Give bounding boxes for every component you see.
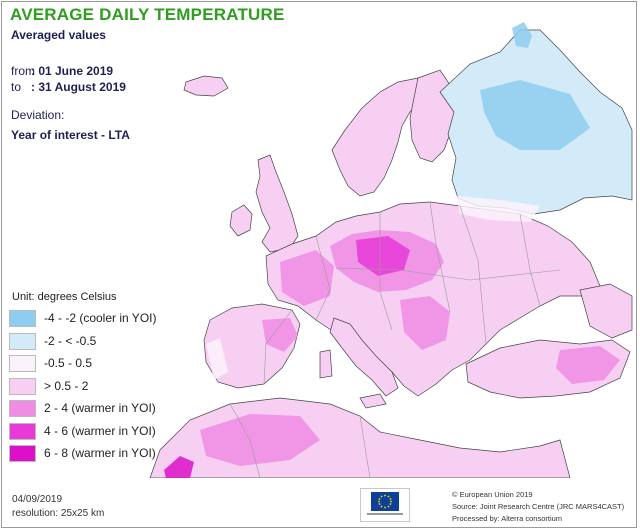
legend-label: -0.5 - 0.5: [44, 356, 93, 370]
eu-logo: [360, 488, 410, 522]
legend-swatch: [9, 377, 36, 395]
legend-row: -2 - < -0.5: [9, 331, 179, 354]
deviation-value: Year of interest - LTA: [11, 128, 130, 142]
warm-algeria: [200, 414, 320, 466]
from-value: : 01 June 2019: [31, 64, 114, 78]
region-iceland: [183, 75, 229, 97]
legend-row: > 0.5 - 2: [9, 376, 179, 399]
legend-label: 2 - 4 (warmer in YOI): [44, 401, 156, 415]
legend-swatch: [9, 400, 36, 417]
from-label: from: [11, 64, 35, 78]
border-line: [429, 201, 451, 313]
legend-row: -4 - -2 (cooler in YOI): [9, 308, 179, 331]
border-line: [229, 403, 261, 478]
region-great-britain: [255, 154, 299, 253]
period-to: to : 31 August 2019: [11, 80, 126, 94]
legend-label: 4 - 6 (warmer in YOI): [44, 423, 156, 438]
region-italy: [329, 317, 399, 397]
warm-france: [280, 250, 334, 306]
legend-swatch: [9, 422, 36, 440]
warm-turkey-east: [556, 346, 620, 384]
to-label: to: [11, 80, 22, 94]
legend-swatch: [9, 445, 36, 462]
border-line: [263, 309, 293, 385]
legend-swatch: [9, 332, 36, 350]
warm-spot-poland: [356, 236, 410, 276]
border-line: [459, 205, 487, 345]
region-scandinavia: [331, 77, 429, 197]
legend-swatch: [9, 355, 36, 372]
region-ireland: [229, 204, 253, 237]
region-sicily: [359, 393, 387, 409]
border-line: [379, 212, 393, 331]
eu-flag-icon: [371, 492, 399, 511]
border-line: [315, 235, 331, 321]
legend-label: -2 - < -0.5: [44, 333, 97, 348]
legend-unit: Unit: degrees Celsius: [12, 291, 117, 303]
border-line: [519, 213, 541, 307]
footer-resolution: resolution: 25x25 km: [12, 508, 105, 519]
footer-copyright: © European Union 2019: [452, 490, 533, 499]
legend-classes: -4 - -2 (cooler in YOI) -2 - < -0.5 -0.5 -…: [9, 308, 179, 466]
anomaly-overlays: [164, 22, 620, 478]
footer-processed: Processed by: Alterra consortium: [452, 514, 563, 523]
legend: Unit: degrees Celsius -4 - -2 (cooler in…: [9, 291, 179, 466]
legend-row: 2 - 4 (warmer in YOI): [9, 398, 179, 421]
neutral-iberia-west: [206, 338, 228, 380]
legend-label: 6 - 8 (warmer in YOI): [44, 446, 156, 460]
eu-logo-caption: [367, 513, 403, 515]
period-from: from : 01 June 2019: [11, 64, 113, 78]
neutral-baltic: [456, 196, 540, 222]
region-sardinia: [319, 349, 333, 379]
deviation-label: Deviation:: [11, 108, 65, 122]
legend-swatch: [9, 310, 36, 327]
cool-russia-north: [512, 22, 532, 48]
map-subtitle: Averaged values: [11, 28, 106, 42]
legend-label: -4 - -2 (cooler in YOI): [44, 311, 157, 325]
border-line: [359, 415, 371, 478]
warm-balkans: [400, 296, 450, 350]
legend-row: 6 - 8 (warmer in YOI): [9, 443, 179, 466]
warm-iberia-coast: [262, 318, 298, 352]
footer-source: Source: Joint Research Centre (JRC MARS4…: [452, 502, 625, 511]
cool-russia-central: [480, 80, 590, 150]
to-value: : 31 August 2019: [31, 80, 126, 94]
legend-label: > 0.5 - 2: [44, 378, 89, 393]
region-finland: [409, 69, 456, 163]
legend-row: 4 - 6 (warmer in YOI): [9, 421, 179, 444]
border-line: [335, 267, 561, 281]
region-caucasus: [579, 283, 633, 339]
footer-date: 04/09/2019: [12, 494, 63, 505]
country-borders: [229, 201, 561, 478]
hot-spot-morocco: [164, 456, 194, 478]
map-title: AVERAGE DAILY TEMPERATURE: [10, 5, 285, 24]
legend-row: -0.5 - 0.5: [9, 353, 179, 376]
temperature-deviation-map: [149, 22, 633, 478]
